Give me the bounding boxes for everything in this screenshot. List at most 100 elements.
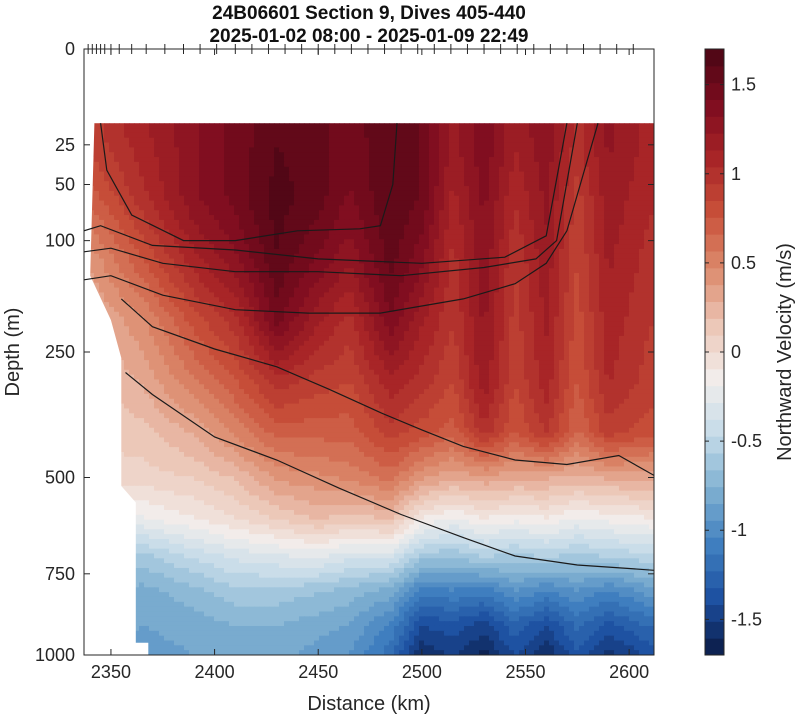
heatmap-cell — [114, 297, 120, 303]
heatmap-cell — [359, 273, 365, 279]
heatmap-cell — [164, 142, 170, 148]
heatmap-cell — [114, 195, 120, 202]
heatmap-cell — [179, 132, 185, 139]
heatmap-cell — [309, 195, 315, 202]
heatmap-cell — [479, 224, 485, 231]
heatmap-cell — [589, 147, 595, 153]
heatmap-cell — [434, 205, 440, 211]
heatmap-cell — [214, 157, 220, 163]
heatmap-cell — [184, 128, 190, 134]
heatmap-cell — [594, 321, 600, 327]
heatmap-cell — [314, 142, 320, 148]
heatmap-cell — [434, 157, 440, 163]
heatmap-cell — [164, 137, 170, 144]
heatmap-cell — [624, 123, 630, 129]
heatmap-cell — [384, 147, 390, 153]
heatmap-cell — [584, 215, 590, 221]
heatmap-cell — [99, 234, 105, 240]
heatmap-cell — [549, 316, 555, 323]
heatmap-cell — [494, 239, 500, 245]
heatmap-cell — [419, 248, 425, 255]
heatmap-cell — [464, 176, 470, 182]
heatmap-cell — [524, 277, 530, 284]
heatmap-cell — [634, 123, 640, 129]
heatmap-cell — [264, 326, 270, 332]
heatmap-cell — [649, 147, 654, 153]
heatmap-cell — [549, 302, 555, 308]
heatmap-cell — [234, 210, 240, 216]
heatmap-cell — [359, 210, 365, 216]
heatmap-cell — [414, 128, 420, 134]
heatmap-cell — [439, 263, 445, 269]
heatmap-cell — [509, 297, 515, 303]
heatmap-cell — [649, 268, 654, 274]
heatmap-cell — [329, 244, 335, 250]
heatmap-cell — [354, 123, 360, 129]
heatmap-cell — [114, 248, 120, 255]
heatmap-cell — [469, 210, 475, 216]
heatmap-cell — [364, 166, 370, 173]
heatmap-cell — [364, 316, 370, 323]
heatmap-cell — [274, 306, 280, 313]
heatmap-cell — [329, 190, 335, 197]
heatmap-cell — [509, 268, 515, 274]
heatmap-cell — [359, 229, 365, 236]
heatmap-cell — [134, 171, 140, 177]
heatmap-cell — [554, 268, 560, 274]
heatmap-cell — [629, 258, 635, 265]
heatmap-cell — [159, 219, 165, 226]
heatmap-cell — [99, 263, 105, 269]
heatmap-cell — [504, 306, 510, 313]
heatmap-cell — [334, 263, 340, 269]
heatmap-cell — [309, 181, 315, 187]
heatmap-cell — [429, 123, 435, 129]
heatmap-cell — [384, 273, 390, 279]
heatmap-cell — [339, 316, 345, 323]
heatmap-cell — [289, 186, 295, 192]
heatmap-cell — [164, 273, 170, 279]
heatmap-cell — [399, 142, 405, 148]
heatmap-cell — [639, 176, 645, 182]
heatmap-cell — [434, 316, 440, 323]
heatmap-cell — [644, 311, 650, 318]
heatmap-cell — [184, 234, 190, 240]
heatmap-cell — [519, 224, 525, 231]
heatmap-cell — [219, 132, 225, 139]
heatmap-cell — [624, 186, 630, 192]
heatmap-cell — [224, 326, 230, 332]
heatmap-cell — [514, 316, 520, 323]
heatmap-cell — [499, 263, 505, 269]
heatmap-cell — [174, 171, 180, 177]
heatmap-cell — [294, 311, 300, 318]
heatmap-cell — [434, 147, 440, 153]
heatmap-cell — [589, 292, 595, 298]
heatmap-cell — [309, 152, 315, 158]
heatmap-cell — [149, 210, 155, 216]
heatmap-cell — [154, 292, 160, 298]
heatmap-cell — [219, 224, 225, 231]
heatmap-cell — [164, 215, 170, 221]
heatmap-cell — [519, 287, 525, 294]
heatmap-cell — [384, 244, 390, 250]
heatmap-cell — [354, 176, 360, 182]
heatmap-cell — [224, 157, 230, 163]
heatmap-cell — [189, 166, 195, 173]
heatmap-cell — [399, 157, 405, 163]
heatmap-cell — [129, 205, 135, 211]
heatmap-cell — [409, 132, 415, 139]
heatmap-cell — [144, 277, 150, 284]
heatmap-cell — [304, 239, 310, 245]
heatmap-cell — [484, 147, 490, 153]
heatmap-cell — [449, 253, 455, 260]
heatmap-cell — [259, 234, 265, 240]
heatmap-cell — [619, 263, 625, 269]
heatmap-cell — [489, 171, 495, 177]
heatmap-cell — [369, 157, 375, 163]
heatmap-cell — [604, 234, 610, 240]
heatmap-cell — [359, 195, 365, 202]
heatmap-cell — [424, 268, 430, 274]
heatmap-cell — [134, 152, 140, 158]
heatmap-cell — [509, 306, 515, 313]
heatmap-cell — [179, 302, 185, 308]
heatmap-cell — [104, 142, 110, 148]
